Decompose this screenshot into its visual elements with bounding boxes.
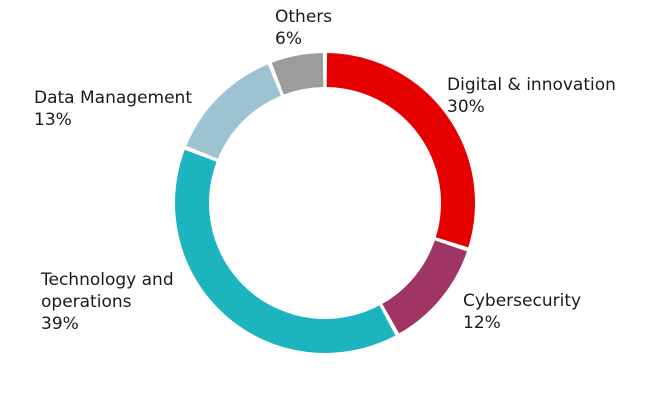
slice-category-label: Digital & innovation	[447, 75, 616, 95]
slice-value-label: 30%	[447, 97, 485, 117]
donut-slices	[175, 53, 475, 354]
donut-slice-0	[326, 53, 475, 248]
donut-slice-1	[382, 240, 467, 334]
slice-category-label: Others	[275, 7, 332, 27]
slice-value-label: 12%	[463, 313, 501, 333]
slice-value-label: 39%	[41, 314, 79, 334]
slice-category-label: operations	[41, 292, 132, 312]
slice-category-label: Cybersecurity	[463, 291, 581, 311]
slice-category-label: Data Management	[34, 88, 192, 108]
donut-slice-3	[186, 64, 281, 159]
slice-value-label: 13%	[34, 110, 72, 130]
donut-slice-2	[175, 149, 396, 354]
donut-slice-4	[271, 53, 324, 95]
slice-category-label: Technology and	[40, 270, 174, 290]
slice-value-label: 6%	[275, 29, 302, 49]
